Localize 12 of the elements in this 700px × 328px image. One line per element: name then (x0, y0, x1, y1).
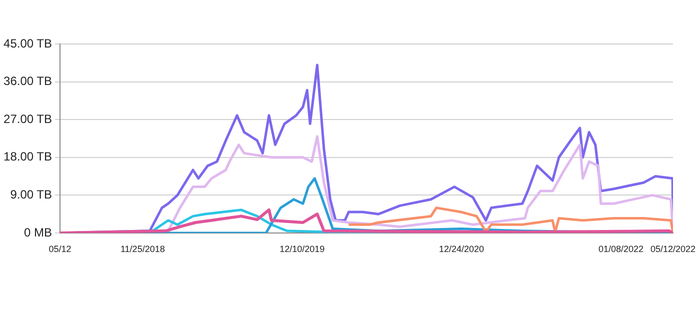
y-tick-label: 18.00 TB (4, 150, 52, 164)
x-tick-label: 11/25/2018 (120, 244, 165, 254)
x-tick-label: 01/08/2022 (598, 244, 644, 254)
x-tick-label: 05/12/2022 (650, 244, 696, 254)
y-tick-label: 45.00 TB (4, 36, 52, 50)
y-tick-label: 0 MB (24, 225, 52, 240)
y-tick-label: 9.00 TB (10, 188, 52, 202)
x-tick-label: 12/24/2020 (439, 244, 484, 254)
x-tick-label: 12/10/2019 (280, 244, 325, 254)
y-tick-label: 27.00 TB (4, 112, 52, 126)
y-tick-label: 36.00 TB (4, 74, 52, 88)
x-tick-label: 05/12 (48, 244, 72, 254)
